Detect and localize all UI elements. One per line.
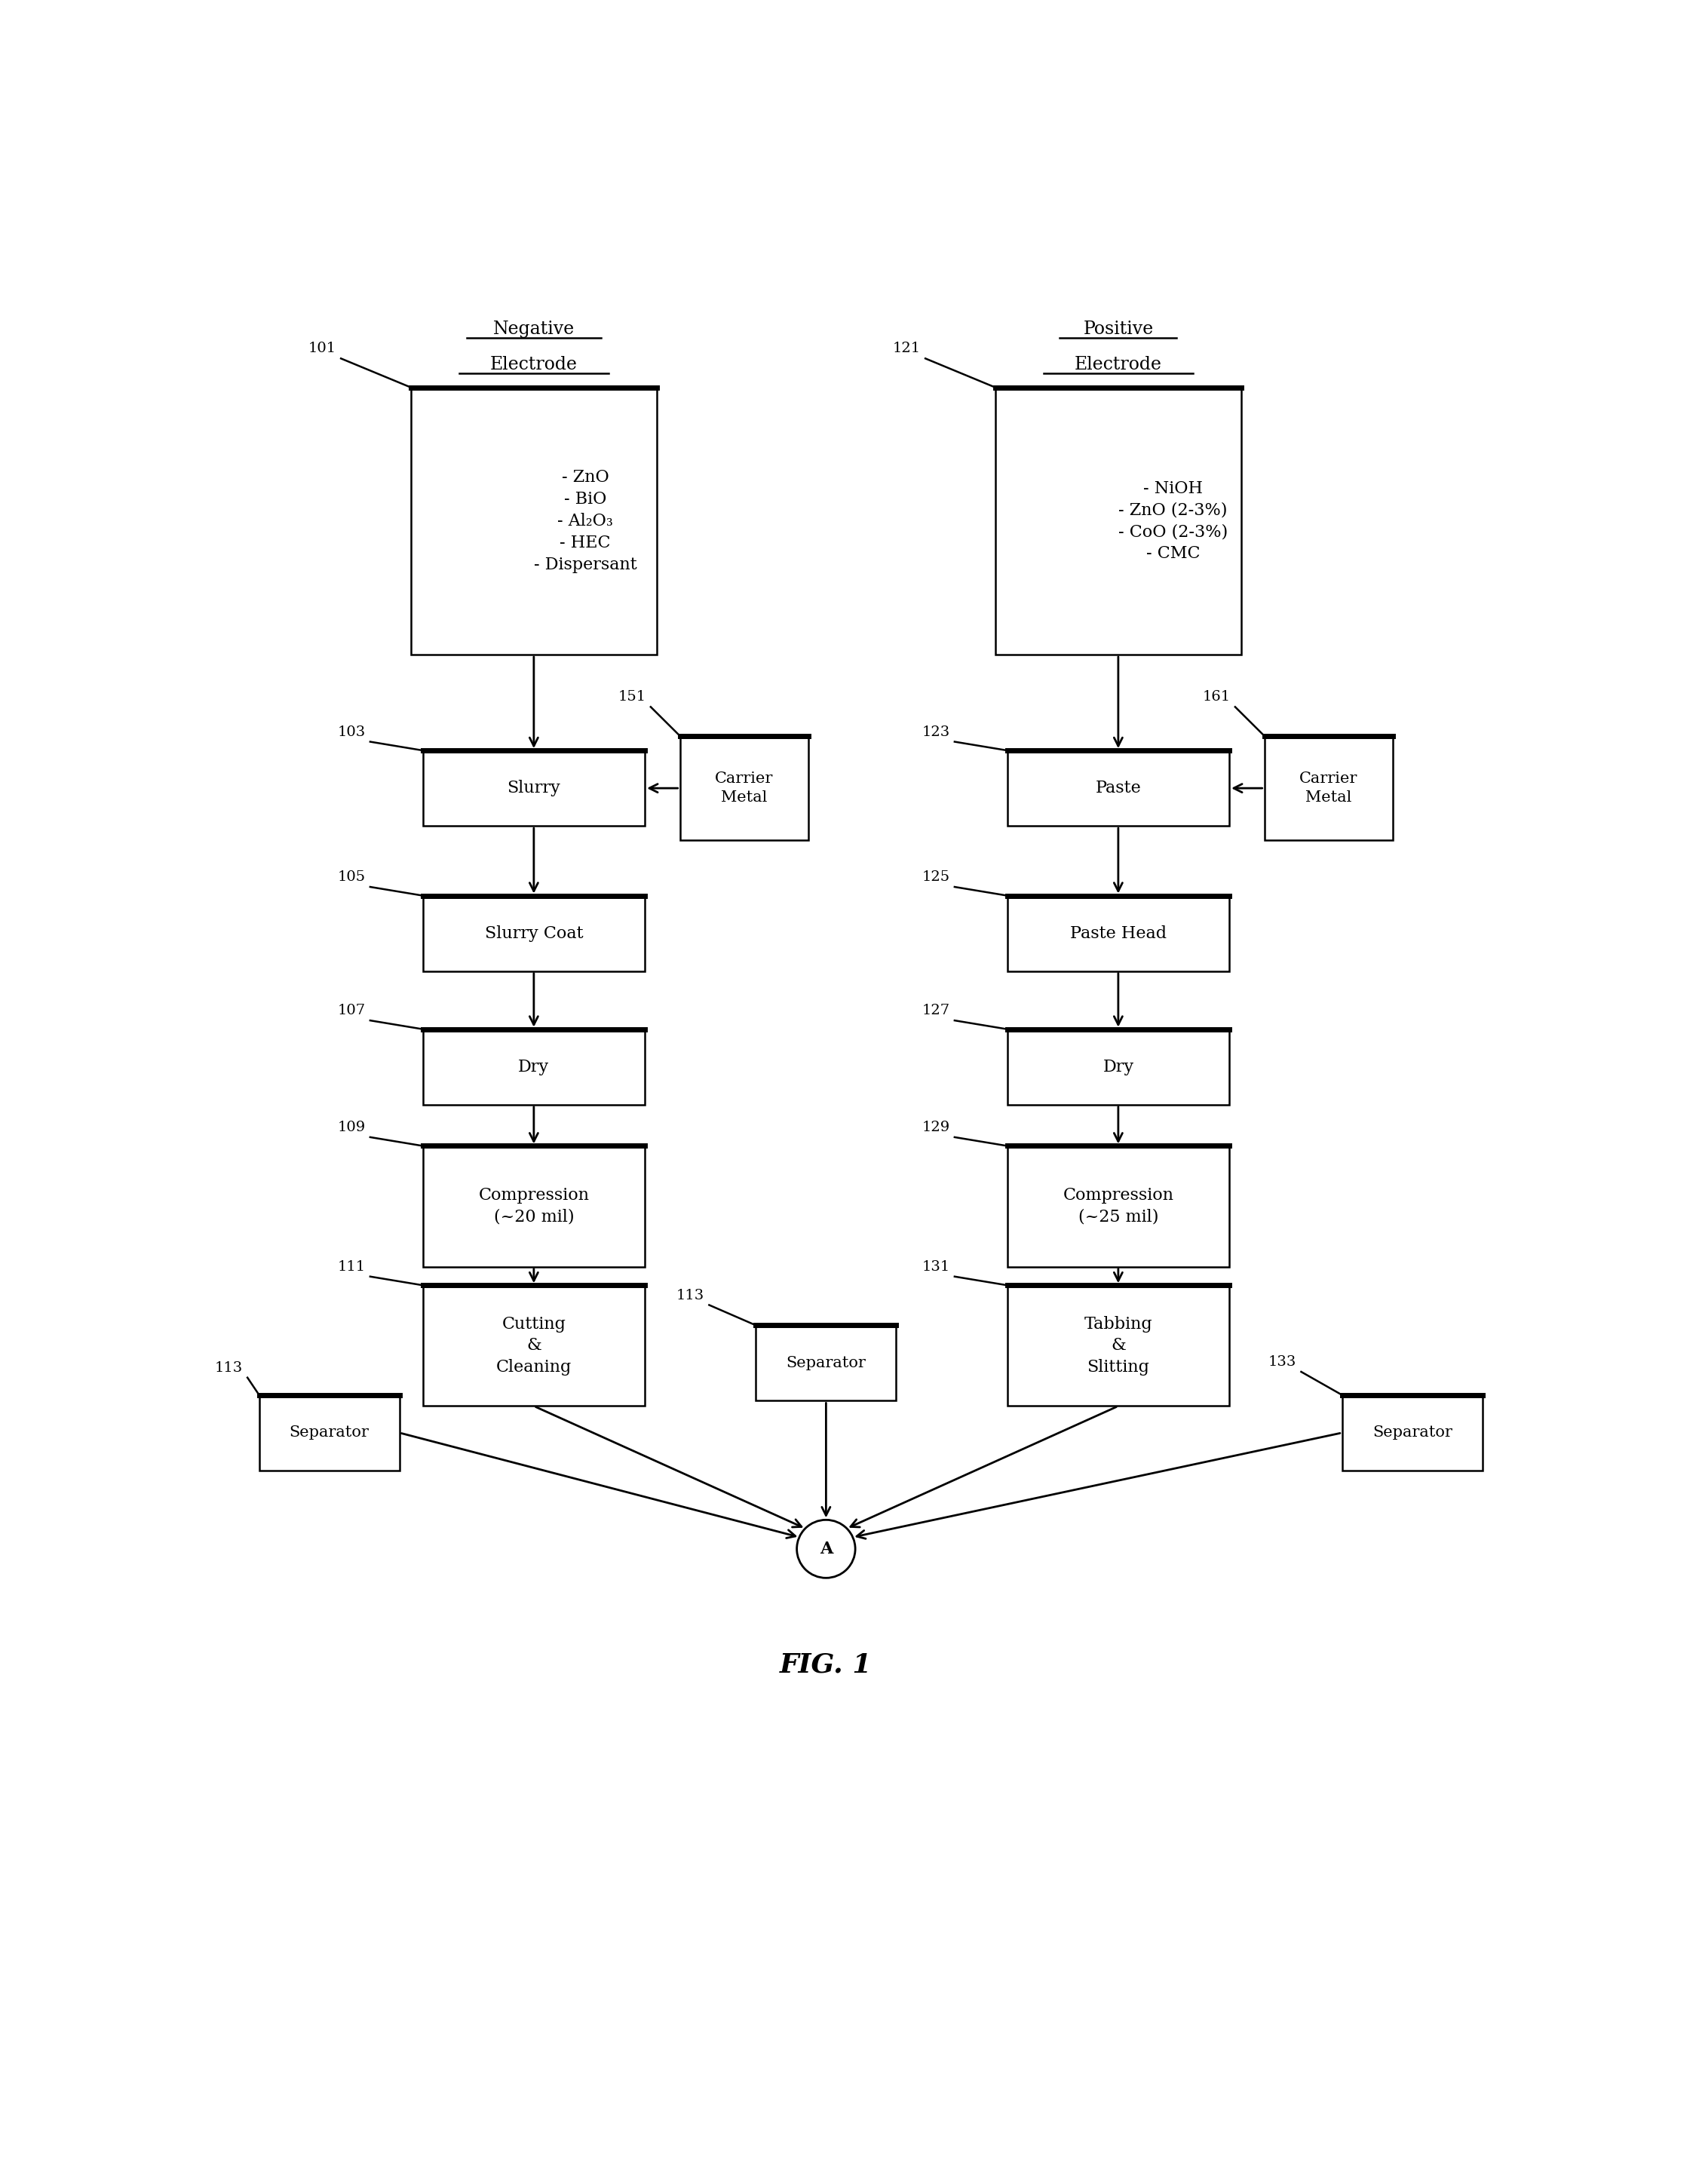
Text: Dry: Dry: [1103, 1059, 1133, 1075]
Bar: [423, 1029, 646, 1105]
Text: 121: 121: [892, 343, 921, 356]
Text: Slurry Coat: Slurry Coat: [484, 926, 583, 941]
Text: Slurry: Slurry: [506, 780, 561, 797]
Text: 105: 105: [338, 871, 365, 885]
Bar: [423, 1284, 646, 1406]
Text: Carrier
Metal: Carrier Metal: [1300, 771, 1358, 804]
Text: 111: 111: [338, 1260, 365, 1273]
Text: Paste Head: Paste Head: [1070, 926, 1167, 941]
Bar: [1342, 1396, 1482, 1470]
Text: Separator: Separator: [1373, 1426, 1453, 1439]
Text: Compression
(~25 mil): Compression (~25 mil): [1064, 1188, 1174, 1225]
Text: FIG. 1: FIG. 1: [780, 1653, 872, 1677]
Text: Compression
(~20 mil): Compression (~20 mil): [479, 1188, 590, 1225]
Text: Carrier
Metal: Carrier Metal: [715, 771, 773, 804]
Bar: [1008, 1284, 1230, 1406]
Text: 113: 113: [214, 1361, 243, 1374]
Text: Tabbing
&
Slitting: Tabbing & Slitting: [1084, 1315, 1152, 1376]
Text: 103: 103: [338, 725, 365, 738]
Text: 161: 161: [1203, 690, 1230, 703]
Text: - ZnO
- BiO
- Al₂O₃
- HEC
- Dispersant: - ZnO - BiO - Al₂O₃ - HEC - Dispersant: [533, 470, 637, 572]
Text: 107: 107: [338, 1005, 365, 1018]
Text: Dry: Dry: [518, 1059, 549, 1075]
Bar: [423, 1147, 646, 1267]
Text: Electrode: Electrode: [489, 356, 578, 373]
Text: Cutting
&
Cleaning: Cutting & Cleaning: [496, 1315, 571, 1376]
Circle shape: [797, 1520, 855, 1577]
Text: 133: 133: [1269, 1356, 1296, 1369]
Text: Negative: Negative: [493, 321, 574, 339]
Bar: [756, 1326, 895, 1400]
Text: - NiOH
- ZnO (2-3%)
- CoO (2-3%)
- CMC: - NiOH - ZnO (2-3%) - CoO (2-3%) - CMC: [1118, 480, 1228, 561]
Text: 109: 109: [338, 1120, 365, 1133]
Text: 101: 101: [308, 343, 336, 356]
Bar: [1264, 736, 1393, 841]
Text: Electrode: Electrode: [1074, 356, 1162, 373]
Text: 131: 131: [923, 1260, 950, 1273]
Text: 113: 113: [676, 1289, 705, 1302]
Text: 125: 125: [923, 871, 950, 885]
Bar: [1008, 1029, 1230, 1105]
Text: Separator: Separator: [289, 1426, 369, 1439]
Text: 123: 123: [923, 725, 950, 738]
Bar: [1008, 895, 1230, 972]
Bar: [1008, 1147, 1230, 1267]
Bar: [680, 736, 809, 841]
Text: 151: 151: [618, 690, 646, 703]
Bar: [260, 1396, 399, 1470]
Text: 129: 129: [923, 1120, 950, 1133]
Bar: [1008, 751, 1230, 826]
Bar: [423, 751, 646, 826]
Text: 127: 127: [923, 1005, 950, 1018]
Text: Paste: Paste: [1096, 780, 1142, 797]
Text: Separator: Separator: [787, 1356, 866, 1369]
Bar: [411, 387, 656, 655]
Text: A: A: [819, 1540, 833, 1557]
Text: Positive: Positive: [1082, 321, 1154, 339]
Bar: [996, 387, 1240, 655]
Bar: [423, 895, 646, 972]
